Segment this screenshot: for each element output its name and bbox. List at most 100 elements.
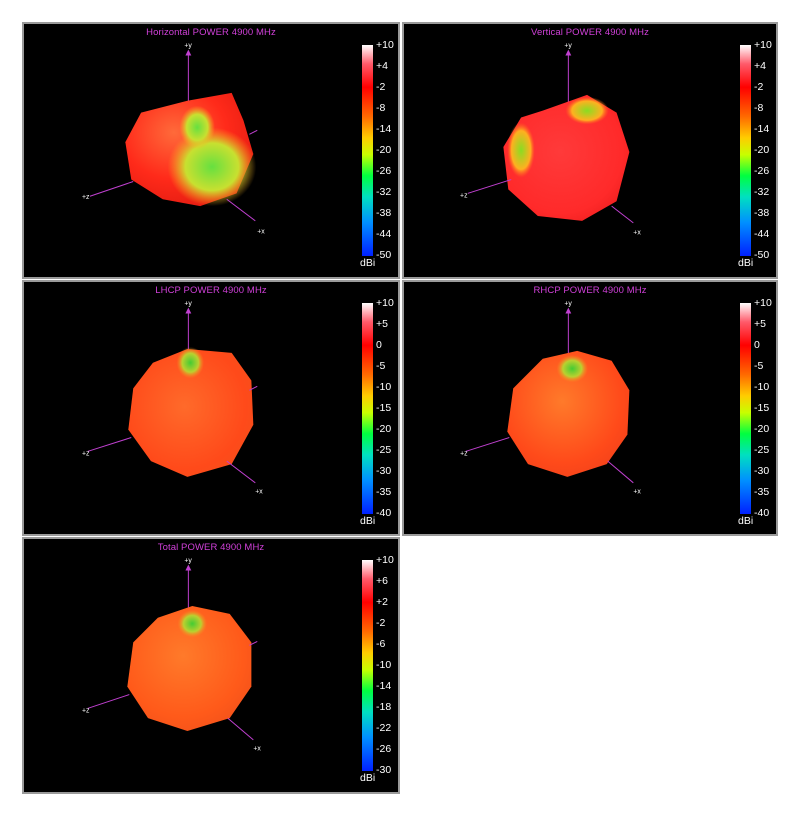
scale-tick: -26 (754, 165, 770, 177)
colorbar (362, 303, 373, 514)
scale-tick: -18 (376, 701, 392, 713)
panel-title: LHCP POWER 4900 MHz (155, 285, 267, 296)
scale-unit: dBi (360, 257, 376, 269)
scale-tick: -40 (376, 507, 392, 519)
panel-title: Total POWER 4900 MHz (157, 542, 265, 553)
scale-tick: -14 (376, 123, 392, 135)
scale-tick: -30 (376, 764, 392, 776)
colorbar (740, 303, 751, 514)
radiation-pattern-3d: +y +z +x (460, 43, 641, 237)
y-axis-label: +y (184, 558, 192, 565)
x-axis (226, 460, 256, 484)
x-axis (611, 205, 634, 224)
scale-unit: dBi (738, 257, 754, 269)
scale-tick: -26 (376, 165, 392, 177)
scale-tick: -26 (376, 743, 392, 755)
scale-tick: -8 (754, 102, 764, 114)
x-axis-label: +x (633, 489, 641, 496)
z-axis-label: +z (82, 707, 90, 714)
color-scale: +10 +6 +2 -2 -6 -10 -14 -18 -22 -26 -30 … (360, 555, 398, 790)
scale-tick: +10 (754, 297, 772, 309)
scale-unit: dBi (360, 515, 376, 527)
scale-tick: +10 (754, 39, 772, 51)
color-scale: +10 +5 0 -5 -10 -15 -20 -25 -30 -35 -40 … (738, 298, 776, 533)
scale-tick: -20 (376, 423, 392, 435)
panel-title: RHCP POWER 4900 MHz (533, 285, 647, 296)
scale-tick: -20 (376, 144, 392, 156)
color-scale: +10 +5 0 -5 -10 -15 -20 -25 -30 -35 -40 … (360, 298, 398, 533)
scale-tick: 0 (376, 339, 382, 351)
x-axis-label: +x (255, 489, 263, 496)
scale-tick: +10 (376, 39, 394, 51)
scale-tick: -38 (376, 207, 392, 219)
x-axis (227, 717, 254, 741)
vertical-power-panel: +y +z +x Vertical POWER 4900 MHz +10 +4 … (402, 22, 778, 279)
scale-tick: -2 (754, 81, 764, 93)
scale-unit: dBi (738, 515, 754, 527)
scale-tick: +5 (376, 318, 388, 330)
z-axis (89, 181, 134, 197)
scale-tick: -14 (376, 680, 392, 692)
scale-tick: -5 (376, 360, 386, 372)
color-scale: +10 +4 -2 -8 -14 -20 -26 -32 -38 -44 -50… (360, 40, 398, 275)
scale-tick: -50 (376, 249, 392, 261)
scale-tick: -20 (754, 144, 770, 156)
scale-tick: -15 (376, 402, 392, 414)
radiation-pattern-3d: +y +z +x (82, 558, 261, 753)
scale-tick: -50 (754, 249, 770, 261)
scale-tick: -10 (754, 381, 770, 393)
scale-tick: +5 (754, 318, 766, 330)
scale-tick: -44 (376, 228, 392, 240)
scale-tick: -38 (754, 207, 770, 219)
x-axis-label: +x (253, 746, 261, 753)
scale-tick: -2 (376, 81, 386, 93)
y-axis-label: +y (184, 301, 192, 308)
scale-tick: -15 (754, 402, 770, 414)
scale-unit: dBi (360, 772, 376, 784)
z-axis-label: +z (82, 450, 90, 457)
scale-tick: 0 (754, 339, 760, 351)
x-axis (226, 198, 256, 222)
x-axis (607, 460, 634, 484)
rhcp-power-panel: +y +z +x RHCP POWER 4900 MHz +10 +5 0 -5… (402, 280, 778, 536)
z-axis-label: +z (82, 194, 90, 201)
scale-tick: -30 (754, 465, 770, 477)
scale-tick: +4 (376, 60, 388, 72)
scale-tick: -44 (754, 228, 770, 240)
scale-tick: -6 (376, 638, 386, 650)
scale-tick: -25 (376, 444, 392, 456)
pattern-surface (128, 348, 254, 477)
scale-tick: -40 (754, 507, 770, 519)
z-axis-label: +z (460, 192, 468, 199)
z-axis (87, 694, 130, 709)
x-axis-label: +x (633, 230, 641, 237)
scale-tick: -10 (376, 659, 392, 671)
scale-tick: +10 (376, 297, 394, 309)
z-axis (465, 437, 510, 452)
scale-tick: +2 (376, 596, 388, 608)
scale-tick: -2 (376, 617, 386, 629)
y-axis-label: +y (184, 43, 192, 50)
panel-title: Vertical POWER 4900 MHz (531, 27, 649, 38)
pattern-surface (503, 94, 630, 221)
z-axis (467, 179, 512, 194)
scale-tick: -22 (376, 722, 392, 734)
scale-tick: -35 (376, 486, 392, 498)
lhcp-power-panel: +y +z +x LHCP POWER 4900 MHz +10 +5 0 -5… (22, 280, 400, 536)
scale-tick: -20 (754, 423, 770, 435)
radiation-pattern-3d: +y +z +x (82, 301, 263, 496)
radiation-pattern-3d: +y +z +x (460, 301, 641, 496)
scale-tick: -8 (376, 102, 386, 114)
scale-tick: -32 (754, 186, 770, 198)
y-axis-label: +y (564, 43, 572, 50)
radiation-pattern-3d: +y +z +x (82, 43, 265, 236)
color-scale: +10 +4 -2 -8 -14 -20 -26 -32 -38 -44 -50… (738, 40, 776, 275)
scale-tick: -35 (754, 486, 770, 498)
z-axis (87, 437, 132, 452)
x-axis-label: +x (257, 229, 265, 236)
scale-tick: +10 (376, 554, 394, 566)
pattern-surface (127, 605, 252, 731)
z-axis-label: +z (460, 450, 468, 457)
horizontal-power-panel: +y +z +x Horizontal POWER 4900 MHz +10 +… (22, 22, 400, 279)
panel-title: Horizontal POWER 4900 MHz (146, 27, 276, 38)
